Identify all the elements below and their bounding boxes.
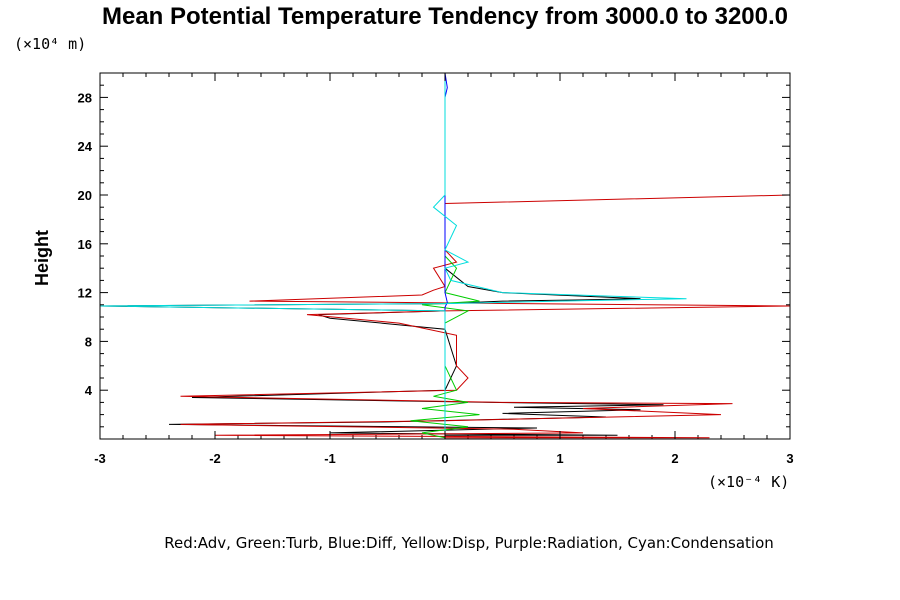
chart-title: Mean Potential Temperature Tendency from… [102,3,788,30]
y-tick-label: 16 [78,237,92,252]
y-unit-label: (×10⁴ m) [14,35,86,53]
x-tick-label: 1 [556,451,563,466]
y-tick-label: 28 [78,90,92,105]
series-line-diff [444,73,448,438]
x-tick-label: -2 [209,451,221,466]
x-tick-label: -1 [324,451,336,466]
x-tick-label: 2 [671,451,678,466]
x-axis: -3 -2 -1 0 1 2 3 [94,73,794,466]
y-axis: 4 8 12 16 20 24 28 [78,90,790,398]
x-tick-label: 0 [441,451,448,466]
x-tick-label: 3 [786,451,793,466]
y-tick-label: 12 [78,286,92,301]
series-line-total [100,195,664,436]
legend-text: Red:Adv, Green:Turb, Blue:Diff, Yellow:D… [164,534,774,552]
y-axis-label: Height [32,230,52,286]
series-line-turb [410,73,480,439]
series-line-adv [180,194,790,439]
y-tick-label: 20 [78,188,92,203]
series-line-condensation [100,73,687,438]
x-tick-label: -3 [94,451,106,466]
y-tick-label: 4 [85,383,93,398]
y-tick-label: 24 [78,139,93,154]
series-lines [100,73,790,439]
y-tick-label: 8 [85,334,92,349]
x-unit-label: (×10⁻⁴ K) [708,473,789,491]
